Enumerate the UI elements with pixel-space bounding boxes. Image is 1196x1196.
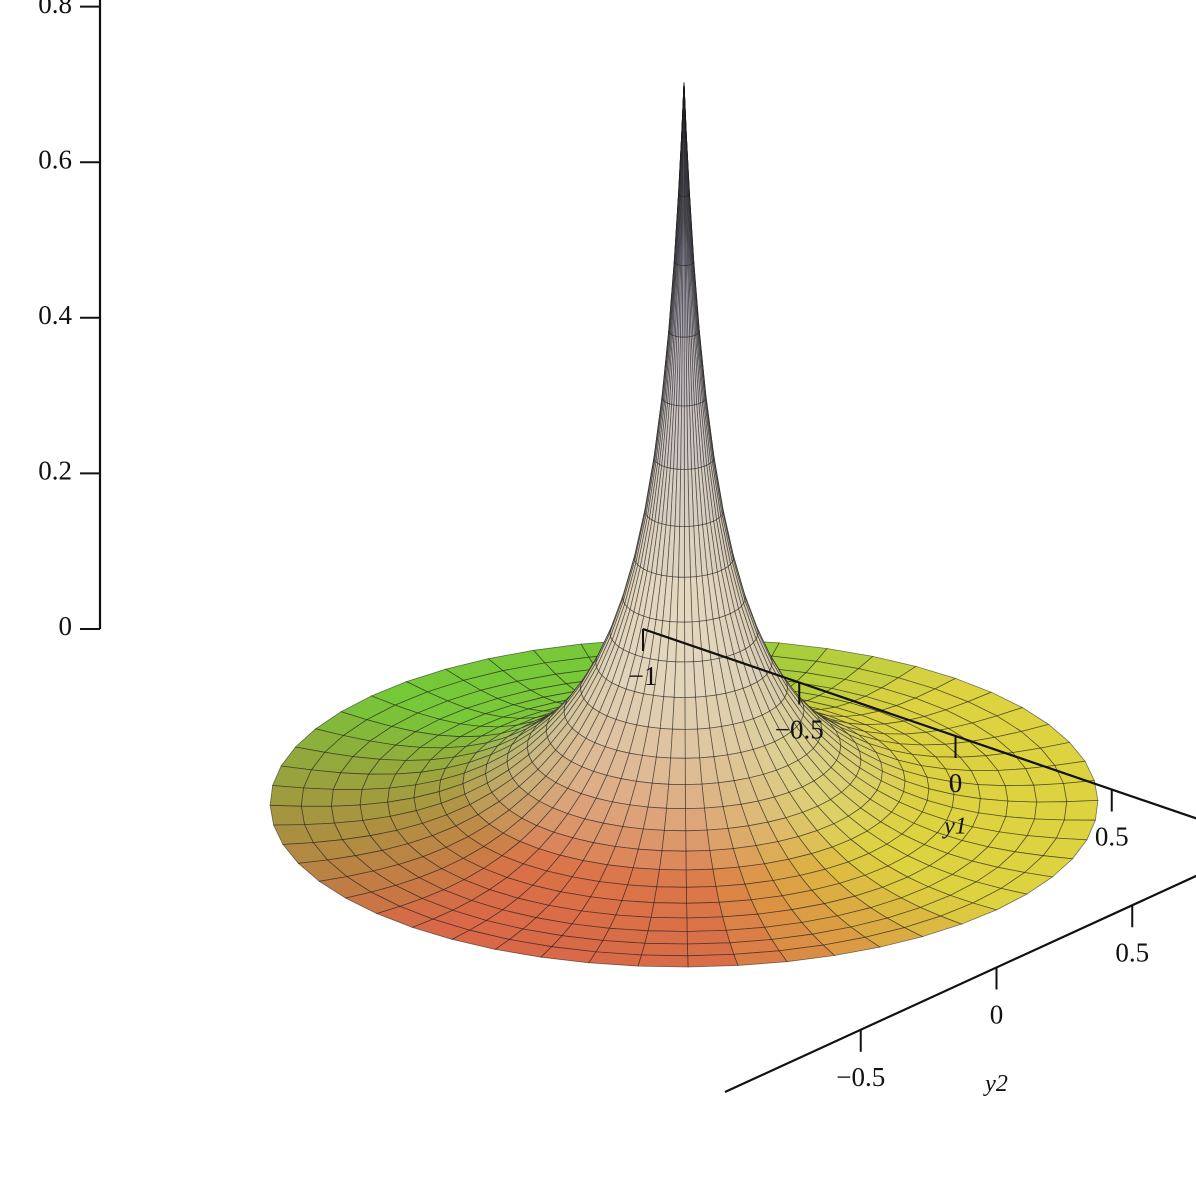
surface-patch [615, 900, 655, 918]
surface-patch [684, 576, 693, 623]
y1-axis-title: y1 [942, 814, 967, 840]
surface-patch [682, 137, 685, 198]
surface-patch [647, 916, 688, 932]
surface-patch [644, 930, 688, 945]
surface-patch [659, 850, 687, 871]
surface-patch [656, 869, 687, 888]
surface-patch [685, 807, 708, 832]
surface-patch [684, 728, 701, 759]
surface-patch [715, 883, 752, 903]
surface-patch [653, 886, 688, 904]
surface-patch [627, 867, 660, 888]
surface-patch [679, 468, 685, 528]
z-tick-label: 0 [59, 611, 73, 641]
surface-patch [632, 848, 663, 870]
surface-patch [678, 526, 685, 578]
surface-patch [269, 785, 305, 807]
surface-patch [680, 405, 685, 470]
surface-patch [1034, 801, 1068, 821]
surface-patch [300, 805, 335, 826]
y1-tick-label: −0.5 [775, 715, 824, 745]
surface-patch [683, 525, 691, 578]
surface-patch [330, 804, 364, 824]
surface-patch [709, 848, 740, 870]
surface-patch [269, 804, 305, 826]
surface-patch [686, 942, 735, 957]
surface-patch [1033, 783, 1068, 803]
axes: 00.20.40.60.81−1−0.500.51y1−0.500.5y2 [38, 0, 1196, 1097]
z-tick-label: 0.8 [38, 0, 72, 19]
surface-patch [1005, 800, 1038, 820]
surface-patch [686, 901, 724, 919]
surface-patch [684, 696, 698, 730]
y1-tick-label: −1 [629, 661, 658, 691]
surface-patch [683, 405, 689, 470]
surface [269, 82, 1099, 968]
surface-patch [673, 661, 686, 698]
surface-patch [637, 954, 689, 968]
surface-patch [682, 196, 685, 267]
surface-patch [663, 807, 687, 832]
y1-tick-label: 0 [949, 768, 963, 798]
surface-patch [621, 884, 658, 904]
surface-patch [712, 866, 746, 887]
z-tick-label: 0.2 [38, 456, 72, 486]
surface-patch [684, 783, 705, 810]
surface-patch [681, 265, 685, 338]
surface-patch [1063, 799, 1099, 821]
surface-patch [668, 757, 686, 786]
surface-patch [687, 953, 739, 968]
surface-patch [684, 661, 696, 698]
y2-tick-label: 0 [990, 1000, 1004, 1030]
surface-patch [685, 850, 714, 871]
surface-patch [650, 902, 688, 919]
y2-tick-label: −0.5 [836, 1062, 885, 1092]
surface-patch [685, 886, 720, 904]
surface-patch [686, 916, 727, 932]
surface-patch [672, 696, 686, 730]
surface-patch [670, 728, 686, 759]
y2-tick-label: 0.5 [1115, 937, 1149, 967]
surface-patch [637, 828, 665, 852]
z-tick-label: 0.4 [38, 300, 72, 330]
surface-patch [681, 336, 685, 407]
surface-patch [683, 468, 690, 528]
surface-patch [661, 829, 687, 852]
surface-patch [1004, 784, 1038, 803]
surface-patch [684, 621, 695, 663]
surface-patch [300, 787, 334, 807]
surface-patch [686, 929, 731, 945]
surface-patch [685, 829, 711, 852]
y1-tick-label: 0.5 [1095, 822, 1129, 852]
y2-axis-title: y2 [983, 1071, 1008, 1097]
surface-patch [330, 788, 363, 807]
surface-patch [666, 783, 686, 810]
z-tick-label: 0.6 [38, 144, 72, 174]
surface-patch [676, 576, 686, 623]
surface-patch [640, 942, 689, 957]
surface-patch [685, 868, 717, 888]
surface-patch [684, 757, 703, 786]
